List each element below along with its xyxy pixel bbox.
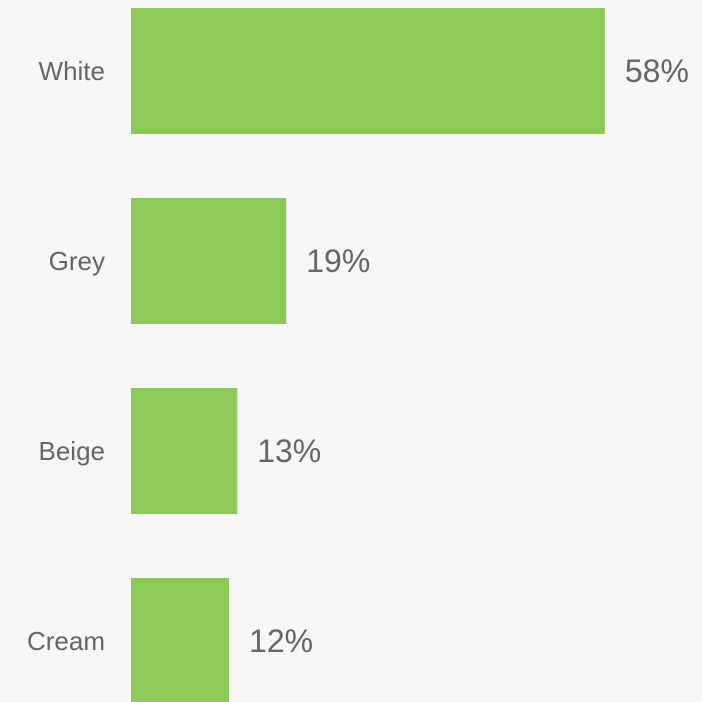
category-label-grey: Grey <box>49 246 105 276</box>
value-label-beige: 13% <box>257 433 321 469</box>
category-labels-group: White Grey Beige Cream <box>27 56 105 656</box>
bar-beige <box>131 388 238 514</box>
bar-grey <box>131 198 287 324</box>
value-label-cream: 12% <box>249 623 313 659</box>
category-label-cream: Cream <box>27 626 105 656</box>
category-label-white: White <box>39 56 105 86</box>
bar-white <box>131 8 605 134</box>
value-labels-group: 58% 19% 13% 12% <box>249 53 689 659</box>
category-label-beige: Beige <box>39 436 106 466</box>
value-label-white: 58% <box>625 53 689 89</box>
value-label-grey: 19% <box>306 243 370 279</box>
bar-cream <box>131 578 230 702</box>
bars-group <box>131 8 605 702</box>
